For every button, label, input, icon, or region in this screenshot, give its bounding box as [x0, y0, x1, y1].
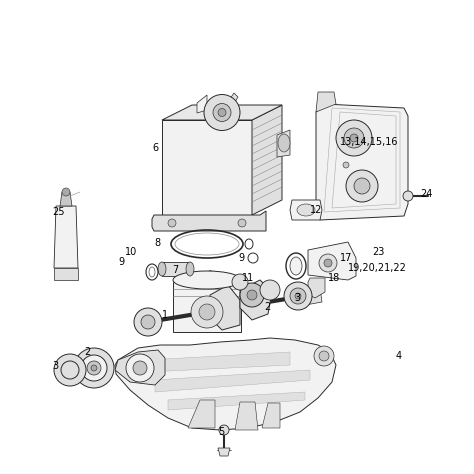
Circle shape: [54, 354, 86, 386]
Circle shape: [218, 109, 226, 117]
Circle shape: [168, 219, 176, 227]
Polygon shape: [252, 105, 282, 215]
Circle shape: [91, 365, 97, 371]
Polygon shape: [54, 268, 78, 280]
Text: 1: 1: [162, 310, 168, 320]
Polygon shape: [188, 400, 215, 428]
Text: 13,14,15,16: 13,14,15,16: [340, 137, 399, 147]
Text: 9: 9: [118, 257, 124, 267]
Ellipse shape: [297, 204, 315, 216]
Circle shape: [199, 304, 215, 320]
Circle shape: [238, 219, 246, 227]
Text: 3: 3: [294, 293, 300, 303]
Ellipse shape: [186, 262, 194, 276]
Text: 4: 4: [396, 351, 402, 361]
Circle shape: [324, 259, 332, 267]
Polygon shape: [148, 352, 290, 372]
Polygon shape: [162, 262, 190, 276]
Text: 18: 18: [328, 273, 340, 283]
Ellipse shape: [173, 271, 241, 289]
Text: 24: 24: [420, 189, 432, 199]
Circle shape: [284, 282, 312, 310]
Text: 25: 25: [52, 207, 64, 217]
Circle shape: [290, 288, 306, 304]
Circle shape: [240, 283, 264, 307]
Polygon shape: [152, 211, 266, 231]
Circle shape: [126, 354, 154, 382]
Circle shape: [343, 162, 349, 168]
Text: 23: 23: [372, 247, 384, 257]
Polygon shape: [210, 285, 240, 330]
Circle shape: [314, 346, 334, 366]
Text: 17: 17: [340, 253, 352, 263]
Circle shape: [213, 103, 231, 121]
Text: 7: 7: [172, 265, 178, 275]
Circle shape: [346, 170, 378, 202]
Circle shape: [319, 351, 329, 361]
Polygon shape: [168, 392, 305, 410]
Circle shape: [295, 293, 301, 299]
Polygon shape: [308, 278, 325, 298]
Circle shape: [133, 361, 147, 375]
Polygon shape: [235, 402, 258, 430]
Polygon shape: [227, 93, 238, 107]
Text: 3: 3: [52, 361, 58, 371]
Circle shape: [319, 254, 337, 272]
Circle shape: [141, 315, 155, 329]
Text: 5: 5: [218, 427, 224, 437]
Text: 2: 2: [264, 302, 270, 312]
Polygon shape: [290, 200, 322, 220]
Circle shape: [344, 128, 364, 148]
Ellipse shape: [290, 257, 302, 275]
Polygon shape: [197, 95, 207, 113]
Text: 2: 2: [84, 347, 90, 357]
Text: 9: 9: [238, 253, 244, 263]
Text: 19,20,21,22: 19,20,21,22: [348, 263, 407, 273]
Polygon shape: [115, 350, 165, 385]
Polygon shape: [218, 448, 230, 456]
Polygon shape: [173, 280, 241, 332]
Text: 10: 10: [125, 247, 137, 257]
Ellipse shape: [158, 262, 166, 276]
Polygon shape: [262, 403, 280, 428]
Circle shape: [134, 308, 162, 336]
Polygon shape: [298, 286, 322, 306]
Circle shape: [350, 134, 358, 142]
Polygon shape: [115, 338, 336, 430]
Text: 6: 6: [152, 143, 158, 153]
Text: 12: 12: [310, 205, 322, 215]
Polygon shape: [316, 92, 336, 112]
Polygon shape: [162, 105, 282, 120]
Circle shape: [219, 425, 229, 435]
Circle shape: [81, 355, 107, 381]
Circle shape: [232, 274, 248, 290]
Polygon shape: [155, 370, 310, 392]
Polygon shape: [162, 120, 252, 215]
Circle shape: [62, 188, 70, 196]
Circle shape: [403, 191, 413, 201]
Text: 11: 11: [242, 273, 254, 283]
Circle shape: [260, 280, 280, 300]
Circle shape: [336, 120, 372, 156]
Circle shape: [354, 178, 370, 194]
Polygon shape: [54, 206, 78, 268]
Circle shape: [191, 296, 223, 328]
Circle shape: [204, 94, 240, 130]
Polygon shape: [240, 280, 272, 320]
Text: 8: 8: [154, 238, 160, 248]
Circle shape: [74, 348, 114, 388]
Polygon shape: [316, 104, 408, 220]
Polygon shape: [60, 192, 72, 206]
Circle shape: [87, 361, 101, 375]
Ellipse shape: [278, 134, 290, 152]
Polygon shape: [277, 130, 290, 157]
Circle shape: [247, 290, 257, 300]
Polygon shape: [308, 242, 356, 280]
